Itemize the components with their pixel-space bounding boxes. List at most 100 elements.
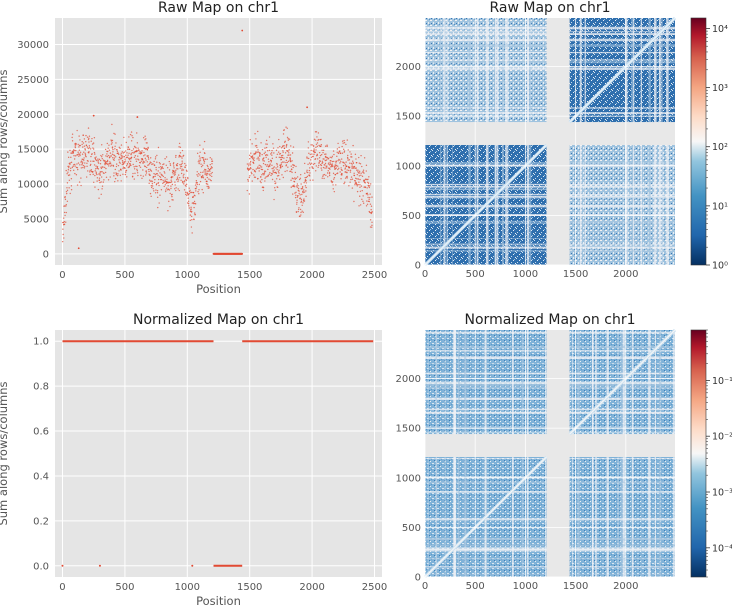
data-point [262, 172, 264, 175]
data-point [71, 140, 74, 142]
data-point [304, 176, 306, 179]
data-point [97, 158, 99, 160]
data-point [125, 154, 127, 157]
data-point [295, 165, 297, 168]
data-point [255, 151, 257, 153]
data-point [144, 139, 146, 141]
data-point [361, 198, 363, 201]
data-point [192, 191, 195, 194]
data-point [71, 152, 73, 154]
data-point [85, 156, 87, 158]
plot-area [55, 330, 382, 577]
data-point [204, 173, 206, 176]
data-point [273, 169, 275, 171]
data-point [126, 148, 129, 150]
data-point [199, 151, 201, 153]
data-point [284, 140, 286, 143]
data-point [111, 142, 113, 144]
data-point [167, 185, 169, 187]
data-point [135, 150, 138, 153]
data-point [146, 142, 148, 144]
data-point [94, 170, 96, 172]
data-point [163, 185, 165, 188]
data-point [94, 168, 97, 170]
data-point [101, 157, 104, 160]
data-point [131, 134, 133, 137]
data-point [257, 166, 259, 168]
data-point [265, 156, 267, 159]
x-tick-label: 500 [466, 269, 485, 280]
data-point [331, 157, 333, 159]
data-point [146, 148, 149, 151]
data-point [90, 155, 92, 158]
data-point [175, 187, 177, 189]
data-point [195, 190, 197, 192]
data-point [299, 197, 302, 199]
data-point [301, 193, 303, 196]
data-point [66, 173, 68, 175]
data-point [276, 186, 279, 189]
data-point [335, 162, 337, 164]
data-point [324, 162, 327, 165]
data-point [321, 177, 323, 179]
data-point [278, 138, 280, 141]
data-point [265, 154, 267, 156]
data-point [83, 151, 85, 153]
data-point [281, 165, 284, 168]
data-point [303, 189, 305, 191]
data-point [281, 156, 284, 159]
data-point [185, 185, 187, 187]
data-point [341, 169, 343, 172]
data-point [328, 162, 330, 164]
y-tick-label: 1000 [396, 473, 421, 484]
data-point [306, 157, 308, 159]
data-point [259, 180, 262, 182]
data-point [289, 158, 291, 161]
data-point [183, 180, 186, 182]
data-point [110, 165, 112, 167]
data-point [333, 190, 336, 193]
data-point [162, 182, 164, 185]
data-point [332, 188, 334, 190]
data-point [285, 146, 288, 148]
data-point [267, 174, 269, 177]
data-point [248, 165, 250, 167]
data-point [326, 144, 328, 146]
data-point [95, 156, 97, 158]
data-point [290, 186, 292, 188]
data-point [283, 129, 286, 131]
data-point [286, 170, 288, 172]
data-point [257, 151, 260, 153]
data-point [279, 145, 281, 148]
data-point [72, 165, 74, 168]
data-point [134, 155, 137, 157]
data-point [68, 179, 71, 181]
data-point [302, 191, 304, 194]
data-point [290, 160, 292, 163]
data-point [147, 158, 150, 160]
data-point [309, 179, 311, 181]
data-point [63, 221, 66, 223]
data-point [251, 143, 253, 145]
data-point [249, 175, 251, 177]
data-point [308, 162, 311, 164]
data-point [81, 141, 83, 143]
data-point [111, 164, 113, 166]
data-point [165, 164, 167, 166]
data-point [299, 208, 302, 211]
data-point [296, 183, 299, 185]
data-point [116, 149, 118, 151]
data-point [107, 147, 109, 149]
data-point [88, 147, 91, 149]
data-point [63, 223, 66, 226]
data-point [369, 203, 372, 205]
data-point [263, 160, 266, 162]
data-point [327, 170, 329, 172]
data-point [329, 156, 331, 159]
data-point [121, 156, 123, 158]
data-point [306, 106, 309, 109]
data-point [296, 199, 298, 201]
data-point [148, 162, 151, 165]
data-point [99, 174, 101, 176]
